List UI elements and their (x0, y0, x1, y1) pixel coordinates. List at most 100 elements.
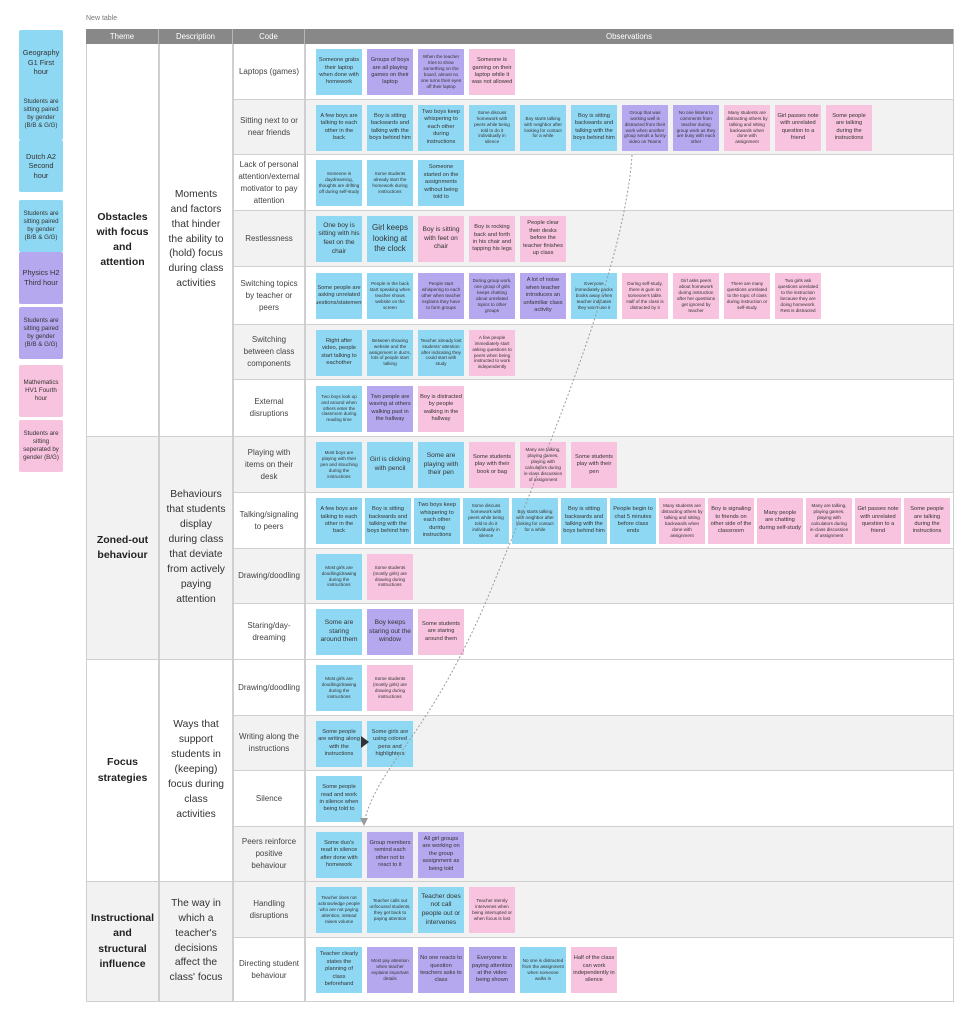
sticky-note[interactable]: Boy is sitting backwards and talking wit… (571, 104, 617, 151)
sticky-note[interactable]: Some people are talking during the instr… (904, 498, 950, 544)
sticky-note[interactable]: Group that was working well is distracte… (622, 104, 668, 151)
header-observations: Observations (305, 29, 954, 44)
sticky-note[interactable]: People clear their desks before the teac… (520, 216, 566, 262)
code-cell: Drawing/doodling (233, 549, 305, 604)
sticky-note[interactable]: Some girls are using colored pens and hi… (367, 720, 413, 767)
legend-item[interactable]: Physics H2 Third hour (19, 252, 63, 304)
sticky-note[interactable]: Most pay attention when teacher explains… (367, 947, 413, 993)
observations-cell: Teacher clearly states the planning of c… (305, 938, 954, 1002)
sticky-note[interactable]: Boy is distracted by people walking in t… (418, 385, 464, 432)
sticky-note[interactable]: Someone started on the assignments witho… (418, 160, 464, 206)
sticky-note[interactable]: During self-study, there is gum on someo… (622, 273, 668, 319)
sticky-note[interactable]: Most girls are doodling/drawing during t… (316, 665, 362, 711)
sticky-note[interactable]: Teacher sternly intervenes when being in… (469, 887, 515, 933)
legend-item[interactable]: Dutch A2 Second hour (19, 140, 63, 192)
sticky-note[interactable]: Two boys keep whispering to each other d… (418, 104, 464, 151)
sticky-note[interactable]: Some duo's read in silence after done wi… (316, 831, 362, 878)
observations-cell: Right after video, people start talking … (305, 325, 954, 380)
sticky-note[interactable]: Boy is sitting backwards and talking wit… (367, 104, 413, 151)
code-cell: Restlessness (233, 211, 305, 267)
sticky-note[interactable]: A few boys are talking to each other in … (316, 498, 362, 544)
sticky-note[interactable]: Girl is clicking with pencil (367, 442, 413, 488)
sticky-note[interactable]: A lot of noise when teacher introduces a… (520, 273, 566, 319)
sticky-note[interactable]: Some students (mostly girls) are drawing… (367, 665, 413, 711)
sticky-note[interactable]: Boy is signaling to friends on other sid… (708, 498, 754, 544)
sticky-note[interactable]: Some discuss homework with peers while b… (463, 498, 509, 544)
sticky-note[interactable]: Boy starts talking with neighbor after l… (512, 498, 558, 544)
sticky-note[interactable]: Some students already start the homework… (367, 160, 413, 206)
sticky-note[interactable]: Everyone is paying attention at the vide… (469, 947, 515, 993)
legend-item[interactable]: Students are sitting paired by gender (B… (19, 88, 63, 140)
header-code: Code (233, 29, 305, 44)
observations-cell: Some are staring around them Boy keeps st… (305, 604, 954, 660)
sticky-note[interactable]: A few people immediately start asking qu… (469, 329, 515, 376)
sticky-note[interactable]: Boy starts talking with neighbor after l… (520, 104, 566, 151)
observations-cell: A few boys are talking to each other in … (305, 493, 954, 549)
sticky-note[interactable]: Some people are talking during the instr… (826, 104, 872, 151)
sticky-note[interactable]: Two girls ask questions unrelated to the… (775, 273, 821, 319)
sticky-note[interactable]: People begin to chat 5 minutes before cl… (610, 498, 656, 544)
sticky-note[interactable]: Someone grabs their laptop when done wit… (316, 49, 362, 95)
sticky-note[interactable]: One boy is sitting with his feet on the … (316, 216, 362, 262)
sticky-note[interactable]: Most girls are doodling/drawing during t… (316, 553, 362, 600)
sticky-note[interactable]: Right after video, people start talking … (316, 329, 362, 376)
legend-item[interactable]: Geography G1 First hour (19, 30, 63, 95)
sticky-note[interactable]: Someone is gaming on their laptop while … (469, 49, 515, 95)
sticky-note[interactable]: Some students play with their book or ba… (469, 442, 515, 488)
sticky-note[interactable]: Two boys keep whispering to each other d… (414, 498, 460, 544)
sticky-note[interactable]: Girl passes note with unrelated question… (775, 104, 821, 151)
sticky-note[interactable]: Between showing website and the assignme… (367, 329, 413, 376)
sticky-note[interactable]: Girl passes note with unrelated question… (855, 498, 901, 544)
sticky-note[interactable]: Boy is rocking back and forth in his cha… (469, 216, 515, 262)
sticky-note[interactable]: Half of the class can work independently… (571, 947, 617, 993)
sticky-note[interactable]: Many students are distracting others by … (724, 104, 770, 151)
sticky-note[interactable]: When the teacher tries to show something… (418, 49, 464, 95)
sticky-note[interactable]: Some are staring around them (316, 609, 362, 655)
sticky-note[interactable]: Many students are distracting others by … (659, 498, 705, 544)
legend-item[interactable]: Students are sitting paired by gender (B… (19, 307, 63, 359)
sticky-note[interactable]: Everyone immediately packs books away wh… (571, 273, 617, 319)
sticky-note[interactable]: Some students (mostly girls) are drawing… (367, 553, 413, 600)
sticky-note[interactable]: Some people read and work in silence whe… (316, 776, 362, 822)
sticky-note[interactable]: Group members remind each other not to r… (367, 831, 413, 878)
sticky-note[interactable]: Some students are staring around them (418, 609, 464, 655)
sticky-note[interactable]: People in the back start speaking when t… (367, 273, 413, 319)
observations-cell: Two boys look up and around when others … (305, 380, 954, 437)
sticky-note[interactable]: A few boys are talking to each other in … (316, 104, 362, 151)
sticky-note[interactable]: Some people are asking unrelated questio… (316, 273, 362, 319)
sticky-note[interactable]: Girl keeps looking at the clock (367, 216, 413, 262)
sticky-note[interactable]: Two people are waving at others walking … (367, 385, 413, 432)
sticky-note[interactable]: All girl groups are working on the group… (418, 831, 464, 878)
sticky-note[interactable]: Boy keeps staring out the window (367, 609, 413, 655)
sticky-note[interactable]: Teacher calls out unfocused students, th… (367, 887, 413, 933)
code-cell: Talking/signaling to peers (233, 493, 305, 549)
sticky-note[interactable]: Many are talking, playing games, playing… (520, 442, 566, 488)
sticky-note[interactable]: Teacher clearly states the planning of c… (316, 947, 362, 993)
sticky-note[interactable]: Teacher already lost students' attention… (418, 329, 464, 376)
sticky-note[interactable]: Most boys are playing with their pen and… (316, 442, 362, 488)
sticky-note[interactable]: Boy is sitting backwards and talking wit… (561, 498, 607, 544)
legend-item[interactable]: Mathematics HV1 Fourth hour (19, 365, 63, 417)
sticky-note[interactable]: Some students play with their pen (571, 442, 617, 488)
sticky-note[interactable]: Girl asks peers about homework during in… (673, 273, 719, 319)
sticky-note[interactable]: Groups of boys are all playing games on … (367, 49, 413, 95)
sticky-note[interactable]: Boy is sitting backwards and talking wit… (365, 498, 411, 544)
sticky-note[interactable]: Some are playing with their pen (418, 442, 464, 488)
sticky-note[interactable]: Teacher does not acknowledge people who … (316, 887, 362, 933)
sticky-note[interactable]: People start whispering to each other wh… (418, 273, 464, 319)
legend-item[interactable]: Students are sitting seperated by gender… (19, 420, 63, 472)
sticky-note[interactable]: Two boys look up and around when others … (316, 385, 362, 432)
sticky-note[interactable]: Teacher does not call people out or inte… (418, 887, 464, 933)
sticky-note[interactable]: No one is distracted from the assignment… (520, 947, 566, 993)
sticky-note[interactable]: Some discuss homework with peers while b… (469, 104, 515, 151)
sticky-note[interactable]: During group work, one group of girls ke… (469, 273, 515, 319)
sticky-note[interactable]: Many are talking, playing games, playing… (806, 498, 852, 544)
sticky-note[interactable]: Some people are writing along with the i… (316, 720, 362, 767)
sticky-note[interactable]: No one reacts to question teachers asks … (418, 947, 464, 993)
sticky-note[interactable]: No one listens to comments from teacher … (673, 104, 719, 151)
sticky-note[interactable]: There are many questions unrelated to th… (724, 273, 770, 319)
sticky-note[interactable]: Boy is sitting with feet on chair (418, 216, 464, 262)
sticky-note[interactable]: Many people are chatting during self-stu… (757, 498, 803, 544)
legend-item[interactable]: Students are sitting paired by gender (B… (19, 200, 63, 252)
sticky-note[interactable]: Someone is daydreaming, thoughts are dri… (316, 160, 362, 206)
